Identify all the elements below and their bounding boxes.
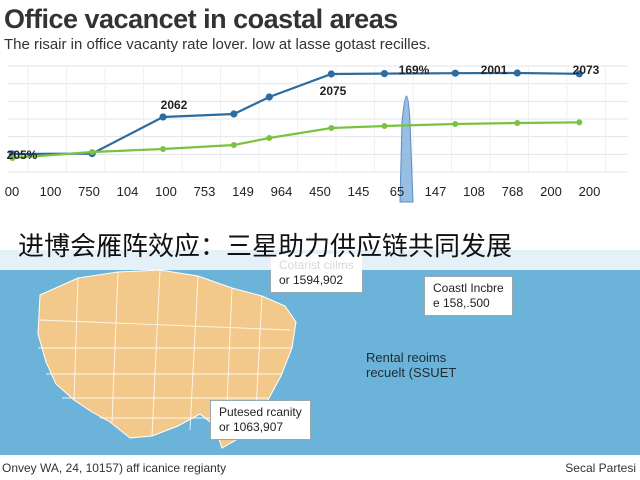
series-2-point (160, 146, 166, 152)
x-tick-label: 00 (5, 184, 19, 199)
data-label: 2062 (161, 98, 188, 112)
x-tick-label: 964 (271, 184, 293, 199)
data-label: 2001 (481, 63, 508, 77)
headline-banner: 进博会雁阵效应：三星助力供应链共同发展 (0, 224, 640, 270)
series-2-point (9, 155, 16, 161)
callout-1-line2: or 1594,902 (279, 273, 344, 287)
x-tick-label: 200 (540, 184, 562, 199)
series-2-point (328, 125, 335, 131)
line-chart: 205% 2062 2075 169% 2001 2073 00 100 750 104 100 75… (5, 63, 628, 203)
series-1-point (451, 69, 459, 77)
callout-2-line1: Coastl Incbre (433, 281, 504, 295)
series-1-point (159, 113, 167, 121)
x-tick-label: 108 (463, 184, 485, 199)
x-tick-label: 450 (309, 184, 331, 199)
series-2-point (576, 119, 583, 126)
data-label: 169% (399, 63, 430, 77)
series-1-point (513, 69, 521, 77)
footer: Onvey WA, 24, 10157) aff icanice regiant… (0, 455, 640, 480)
series-1-point (327, 70, 335, 78)
map-center-label-line2: recuelt (SSUET (366, 365, 457, 380)
map-callout-2: Coastl Incbre e 158,.500 (424, 276, 513, 316)
series-2-point (381, 123, 388, 129)
callout-3-line2: or 1063,907 (219, 420, 284, 434)
series-line-2 (12, 121, 580, 160)
data-label: 2075 (320, 84, 347, 98)
series-2-point (452, 121, 459, 127)
series-1-point (230, 110, 238, 118)
x-tick-label: 200 (579, 184, 601, 199)
data-label: 205% (7, 148, 38, 162)
x-tick-label: 147 (425, 184, 447, 199)
x-tick-label: 100 (40, 184, 62, 199)
series-line-1 (12, 71, 580, 156)
series-2-point (89, 149, 96, 155)
series-2-point (266, 135, 273, 141)
x-tick-label: 753 (194, 184, 216, 199)
chart-title: Office vacancet in coastal areas (4, 4, 398, 34)
series-1-point (575, 70, 583, 78)
map-center-label: Rental reoims recuelt (SSUET (366, 350, 456, 380)
map-callout-3: Putesed rcanity or 1063,907 (210, 400, 311, 440)
x-tick-label: 100 (155, 184, 177, 199)
map-panel: Cotarist ciilms or 1594,902 Coastl Incbr… (0, 250, 640, 455)
footer-source: Onvey WA, 24, 10157) aff icanice regiant… (2, 461, 227, 475)
callout-2-line2: e 158,.500 (433, 296, 490, 310)
x-tick-label: 768 (502, 184, 524, 199)
x-tick-label: 750 (78, 184, 100, 199)
x-tick-label: 145 (348, 184, 370, 199)
series-1-point (265, 93, 273, 101)
data-label: 2073 (573, 63, 600, 77)
x-tick-label: 104 (117, 184, 139, 199)
series-2-point (514, 120, 521, 126)
callout-3-line1: Putesed rcanity (219, 405, 302, 419)
series-2-point (230, 142, 237, 148)
series-1-point (380, 70, 389, 78)
state-grid (38, 269, 292, 437)
chart-subtitle: The risair in office vacanty rate lover.… (4, 36, 431, 53)
x-tick-label: 149 (232, 184, 254, 199)
highlight-spike (399, 95, 414, 203)
footer-credit: Secal Partesi (565, 461, 636, 475)
x-tick-label: 65 (390, 184, 404, 199)
map-center-label-line1: Rental reoims (366, 350, 447, 365)
